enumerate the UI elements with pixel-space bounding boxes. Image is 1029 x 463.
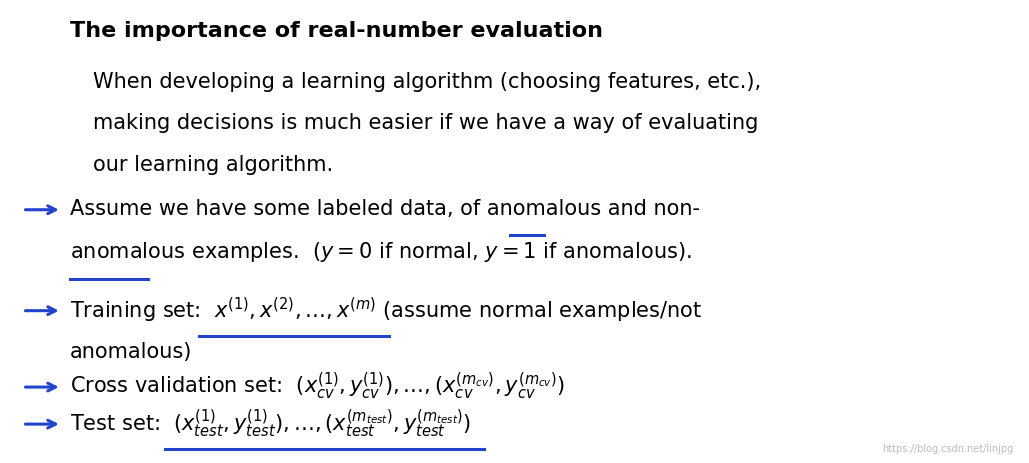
Text: When developing a learning algorithm (choosing features, etc.),: When developing a learning algorithm (ch… [93,72,760,92]
Text: making decisions is much easier if we have a way of evaluating: making decisions is much easier if we ha… [93,113,758,133]
Text: anomalous examples.  ($y = 0$ if normal, $y = 1$ if anomalous).: anomalous examples. ($y = 0$ if normal, … [70,240,691,264]
Text: Test set:  $(x_{test}^{(1)}, y_{test}^{(1)}), \ldots, (x_{test}^{(m_{test})}, y_: Test set: $(x_{test}^{(1)}, y_{test}^{(1… [70,407,471,440]
Text: Assume we have some labeled data, of anomalous and non-: Assume we have some labeled data, of ano… [70,199,700,219]
Text: Training set:  $x^{(1)}, x^{(2)}, \ldots, x^{(m)}$ (assume normal examples/not: Training set: $x^{(1)}, x^{(2)}, \ldots,… [70,295,703,325]
Text: our learning algorithm.: our learning algorithm. [93,155,332,175]
Text: Cross validation set:  $(x_{cv}^{(1)}, y_{cv}^{(1)}), \ldots, (x_{cv}^{(m_{cv})}: Cross validation set: $(x_{cv}^{(1)}, y_… [70,371,565,402]
Text: https://blog.csdn.net/linjpg: https://blog.csdn.net/linjpg [882,444,1014,454]
Text: anomalous): anomalous) [70,342,192,362]
Text: The importance of real-number evaluation: The importance of real-number evaluation [70,21,603,41]
